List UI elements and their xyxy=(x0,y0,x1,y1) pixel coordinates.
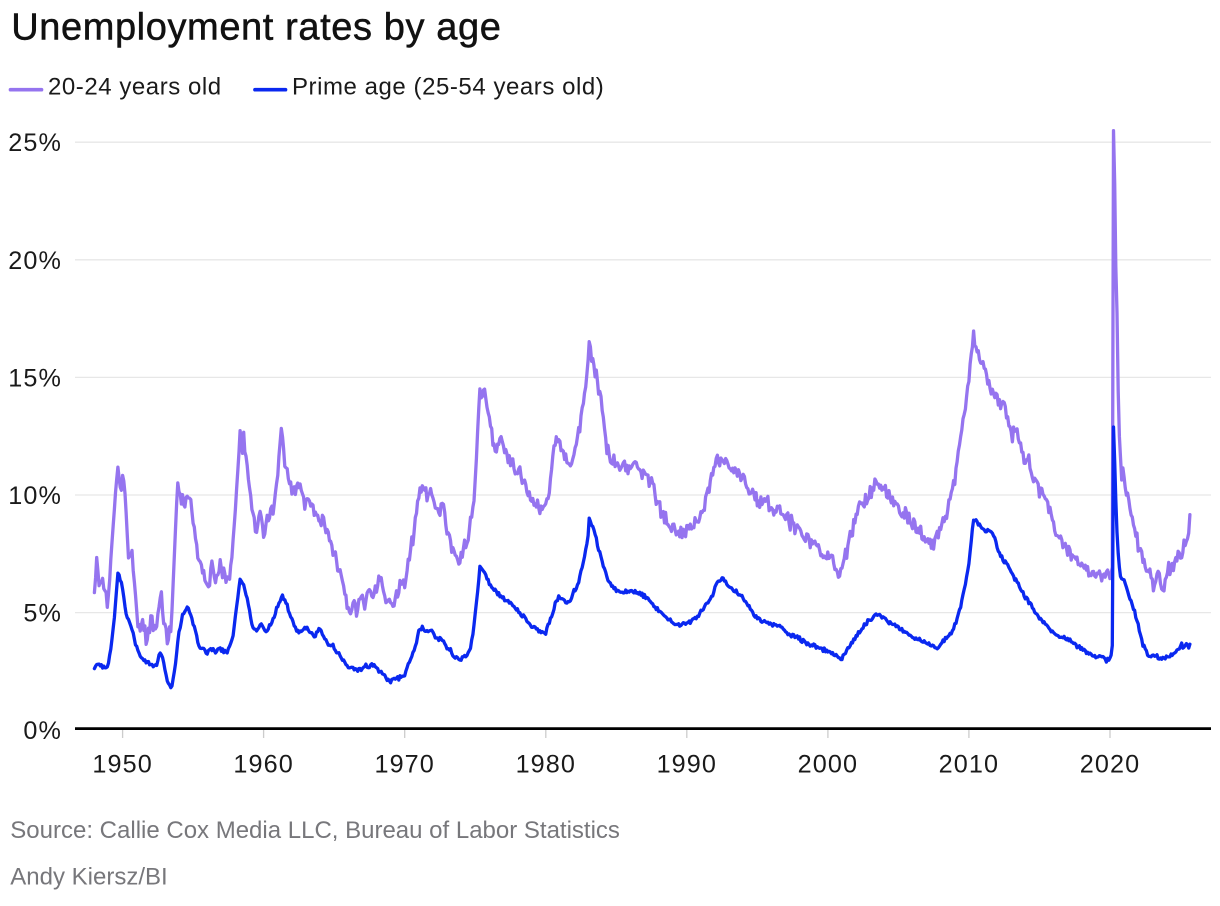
svg-text:Unemployment rates by age: Unemployment rates by age xyxy=(11,7,501,49)
svg-text:2000: 2000 xyxy=(798,751,858,779)
svg-text:1980: 1980 xyxy=(516,751,576,779)
svg-text:25%: 25% xyxy=(8,129,62,157)
svg-text:0%: 0% xyxy=(23,717,62,745)
svg-text:5%: 5% xyxy=(23,600,62,628)
svg-text:2010: 2010 xyxy=(939,751,999,779)
svg-text:1970: 1970 xyxy=(374,751,434,779)
svg-text:1950: 1950 xyxy=(92,751,152,779)
svg-text:10%: 10% xyxy=(8,482,62,510)
svg-text:Source: Callie Cox Media LLC,: Source: Callie Cox Media LLC, Bureau of … xyxy=(10,817,620,844)
svg-text:2020: 2020 xyxy=(1080,751,1140,779)
svg-text:Andy Kiersz/BI: Andy Kiersz/BI xyxy=(10,864,167,891)
svg-text:Prime age (25-54 years old): Prime age (25-54 years old) xyxy=(292,74,604,101)
svg-text:20%: 20% xyxy=(8,247,62,275)
svg-text:15%: 15% xyxy=(8,364,62,392)
svg-text:1960: 1960 xyxy=(233,751,293,779)
svg-text:1990: 1990 xyxy=(657,751,717,779)
svg-text:20-24 years old: 20-24 years old xyxy=(48,74,222,101)
